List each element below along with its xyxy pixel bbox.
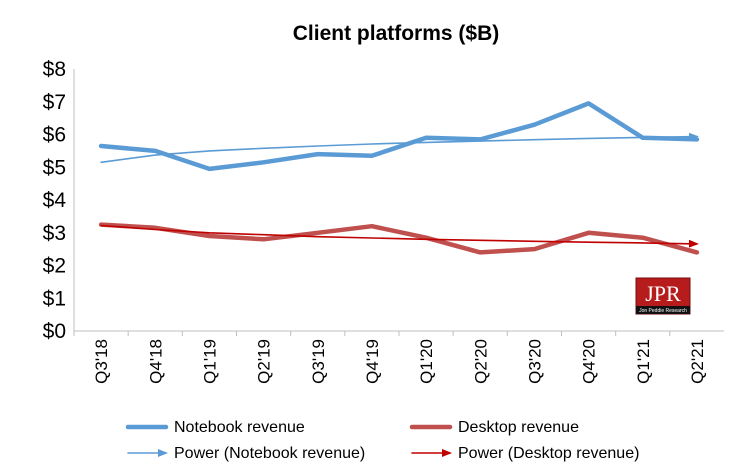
- y-tick-label: $2: [43, 255, 66, 278]
- legend-entry: Notebook revenue: [125, 419, 305, 436]
- y-axis-ticks: $0 $1 $2 $3 $4 $5 $6 $7 $8: [43, 58, 67, 343]
- y-tick-label: $8: [43, 58, 66, 81]
- x-tick-label: Q1'20: [417, 339, 436, 384]
- y-tick-label: $0: [43, 320, 66, 343]
- legend-label: Notebook revenue: [174, 419, 305, 436]
- y-tick-label: $5: [43, 156, 66, 179]
- logo-subtext: Jon Peddie Research: [639, 308, 687, 314]
- x-axis-ticks: Q3'18 Q4'18 Q1'19 Q2'19 Q3'19 Q4'19 Q1'20 Q2'20…: [73, 331, 707, 384]
- x-tick-label: Q1'21: [634, 339, 653, 384]
- x-tick-label: Q4'20: [580, 339, 599, 384]
- legend-label: Power (Notebook revenue): [174, 445, 365, 462]
- x-tick-label: Q4'19: [363, 339, 382, 384]
- logo-text: JPR: [645, 281, 681, 306]
- x-tick-label: Q2'19: [255, 339, 274, 384]
- x-tick-label: Q3'20: [525, 339, 544, 384]
- jpr-logo: JPR Jon Peddie Research: [635, 277, 691, 315]
- legend: Notebook revenue Desktop revenue Power (No…: [125, 419, 639, 462]
- axes: [73, 69, 724, 332]
- y-tick-label: $4: [43, 189, 67, 212]
- y-tick-label: $6: [43, 124, 66, 147]
- legend-label: Desktop revenue: [458, 419, 579, 436]
- y-tick-label: $1: [43, 287, 66, 310]
- series-line-power-notebook-revenue: [100, 132, 699, 164]
- x-tick-label: Q2'21: [688, 339, 707, 384]
- series-line-power-desktop-revenue: [100, 224, 699, 248]
- series-line-desktop-revenue: [98, 222, 700, 255]
- chart-title: Client platforms ($B): [293, 22, 500, 45]
- legend-label: Power (Desktop revenue): [458, 445, 639, 462]
- x-tick-label: Q3'18: [92, 339, 111, 384]
- series-layer: [98, 101, 700, 255]
- x-tick-label: Q3'19: [309, 339, 328, 384]
- x-tick-label: Q4'18: [146, 339, 165, 384]
- legend-entry: Power (Notebook revenue): [127, 445, 365, 462]
- legend-entry: Desktop revenue: [409, 419, 579, 436]
- x-tick-label: Q1'19: [200, 339, 219, 384]
- legend-entry: Power (Desktop revenue): [411, 445, 639, 462]
- series-line-notebook-revenue: [98, 101, 700, 172]
- y-tick-label: $7: [43, 91, 66, 114]
- x-tick-label: Q2'20: [471, 339, 490, 384]
- y-tick-label: $3: [43, 222, 66, 245]
